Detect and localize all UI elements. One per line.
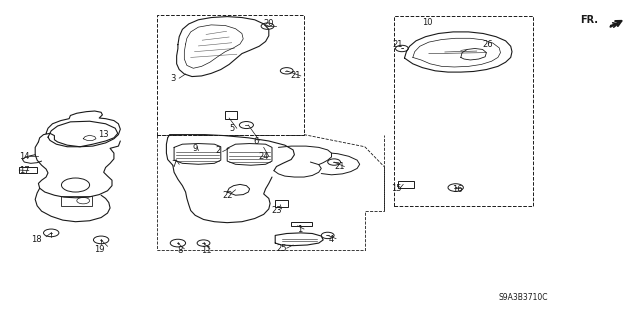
Text: 11: 11: [201, 246, 211, 255]
Text: 22: 22: [222, 191, 232, 200]
Text: 7: 7: [172, 160, 177, 169]
Bar: [291, 222, 312, 226]
Text: 4: 4: [329, 235, 334, 244]
Text: 3: 3: [170, 74, 175, 83]
Text: 23: 23: [271, 206, 282, 215]
Text: 2: 2: [215, 146, 220, 155]
Text: 1: 1: [297, 225, 302, 234]
Bar: [275, 200, 288, 207]
Text: 15: 15: [392, 184, 402, 193]
Text: 20: 20: [264, 19, 274, 28]
Text: 9: 9: [193, 144, 198, 153]
Text: 14: 14: [19, 152, 29, 161]
Text: 21: 21: [393, 40, 403, 48]
Text: 6: 6: [253, 137, 259, 146]
Text: 18: 18: [31, 235, 42, 244]
Text: 13: 13: [99, 130, 109, 139]
Text: 10: 10: [422, 19, 433, 27]
Text: 21: 21: [291, 71, 301, 80]
Text: 26: 26: [483, 40, 493, 48]
Text: 25: 25: [276, 244, 287, 253]
Text: S9A3B3710C: S9A3B3710C: [499, 293, 548, 302]
Bar: [225, 111, 237, 119]
Bar: [19, 167, 37, 173]
Text: 17: 17: [19, 166, 29, 175]
Text: FR.: FR.: [580, 15, 598, 25]
Text: 16: 16: [452, 185, 463, 194]
Text: 24: 24: [259, 152, 269, 161]
Text: 8: 8: [178, 246, 183, 255]
Bar: [61, 196, 92, 206]
Bar: [398, 181, 414, 188]
Text: 5: 5: [229, 124, 234, 133]
Text: 19: 19: [94, 245, 104, 254]
Bar: [394, 16, 533, 206]
Text: 21: 21: [334, 162, 344, 171]
Bar: [157, 15, 304, 135]
